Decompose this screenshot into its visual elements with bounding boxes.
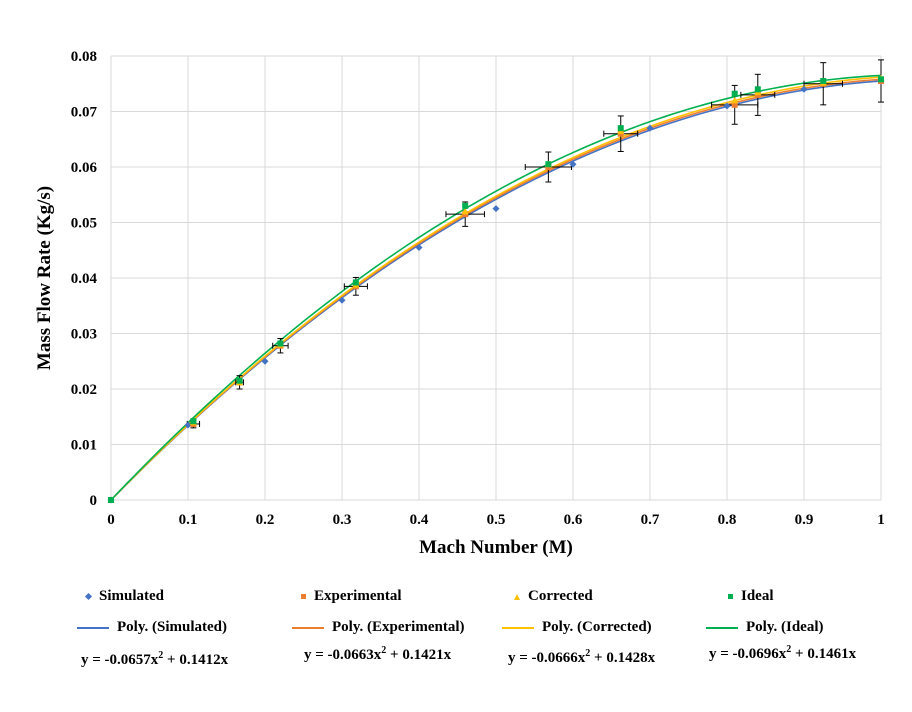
legend-item-experimental: Experimental: [301, 588, 402, 605]
x-tick-label: 0.6: [564, 512, 583, 528]
y-tick-label: 0.06: [71, 160, 98, 176]
legend-line-poly-ideal: [706, 626, 738, 629]
equation-ideal-post: + 0.1461x: [791, 646, 857, 662]
equation-corrected: y = -0.0666x2 + 0.1428x: [508, 648, 655, 667]
point-simulated: [569, 160, 577, 168]
point-ideal: [277, 340, 284, 347]
legend-item-corrected: Corrected: [514, 588, 593, 605]
legend-item-ideal: Ideal: [728, 588, 774, 605]
point-corrected: [731, 96, 739, 104]
legend-item-poly-simulated: Poly. (Simulated): [77, 619, 227, 636]
legend-label-experimental: Experimental: [314, 588, 402, 604]
point-simulated: [723, 102, 731, 110]
y-axis-title: Mass Flow Rate (Kg/s): [34, 186, 55, 370]
point-ideal: [108, 497, 114, 503]
x-axis-title: Mach Number (M): [419, 537, 573, 558]
x-tick-label: 0.2: [256, 512, 275, 528]
legend-item-poly-experimental: Poly. (Experimental): [292, 619, 464, 636]
equation-experimental-post: + 0.1421x: [386, 647, 452, 663]
point-simulated: [800, 85, 808, 93]
point-ideal: [754, 86, 761, 93]
x-tick-label: 1: [877, 512, 885, 528]
equation-experimental: y = -0.0663x2 + 0.1421x: [304, 645, 451, 664]
x-tick-label: 0.1: [179, 512, 198, 528]
point-ideal: [352, 279, 359, 286]
point-ideal: [236, 377, 243, 384]
legend-label-poly-simulated: Poly. (Simulated): [117, 619, 228, 635]
equation-experimental-exponent: 2: [381, 645, 387, 656]
equation-corrected-exponent: 2: [585, 648, 591, 659]
legend-label-ideal: Ideal: [741, 588, 774, 604]
x-tick-label: 0.4: [410, 512, 429, 528]
legend-marker-corrected: [514, 593, 520, 600]
equation-experimental-pre: y = -0.0663x: [304, 647, 382, 663]
x-tick-label: 0.8: [718, 512, 737, 528]
legend-item-poly-ideal: Poly. (Ideal): [706, 619, 824, 636]
legend-line-poly-experimental: [292, 626, 324, 629]
legend-line-poly-simulated: [77, 626, 109, 629]
point-ideal: [190, 418, 197, 425]
equation-simulated: y = -0.0657x2 + 0.1412x: [81, 650, 228, 669]
legend-item-simulated: Simulated: [84, 588, 165, 605]
x-tick-label: 0.5: [487, 512, 506, 528]
legend-label-corrected: Corrected: [528, 588, 593, 604]
x-tick-label: 0.7: [641, 512, 660, 528]
equation-simulated-post: + 0.1412x: [163, 652, 229, 668]
y-tick-label: 0.07: [71, 105, 98, 121]
point-simulated: [261, 357, 269, 365]
y-tick-label: 0.02: [71, 382, 97, 398]
point-ideal: [820, 77, 827, 84]
y-tick-label: 0.03: [71, 327, 97, 343]
point-simulated: [492, 205, 500, 213]
point-ideal: [462, 202, 469, 209]
legend-label-poly-ideal: Poly. (Ideal): [746, 619, 824, 635]
equation-ideal: y = -0.0696x2 + 0.1461x: [709, 644, 856, 663]
x-tick-label: 0.9: [795, 512, 814, 528]
y-tick-label: 0.08: [71, 49, 97, 65]
point-corrected: [461, 207, 469, 215]
equation-corrected-post: + 0.1428x: [590, 650, 656, 666]
y-tick-label: 0: [90, 493, 98, 509]
legend-line-poly-corrected: [502, 626, 534, 629]
y-tick-label: 0.05: [71, 216, 97, 232]
legend-label-poly-experimental: Poly. (Experimental): [332, 619, 465, 635]
y-tick-label: 0.04: [71, 271, 98, 287]
legend-label-poly-corrected: Poly. (Corrected): [542, 619, 652, 635]
point-simulated: [415, 243, 423, 251]
equation-simulated-exponent: 2: [158, 650, 164, 661]
legend-marker-simulated: [84, 593, 93, 601]
equation-simulated-pre: y = -0.0657x: [81, 652, 159, 668]
y-tick-label: 0.01: [71, 438, 97, 454]
legend-item-poly-corrected: Poly. (Corrected): [502, 619, 652, 636]
equation-corrected-pre: y = -0.0666x: [508, 650, 586, 666]
legend-label-simulated: Simulated: [99, 588, 165, 604]
point-simulated: [646, 124, 654, 132]
legend-marker-experimental: [301, 594, 306, 600]
point-ideal: [617, 125, 624, 132]
point-ideal: [878, 76, 884, 83]
equation-ideal-pre: y = -0.0696x: [709, 646, 787, 662]
x-tick-label: 0: [107, 512, 115, 528]
x-tick-label: 0.3: [333, 512, 352, 528]
point-simulated: [338, 296, 346, 304]
equation-ideal-exponent: 2: [786, 644, 792, 655]
point-ideal: [731, 90, 738, 97]
point-experimental: [731, 101, 738, 108]
point-simulated: [184, 421, 192, 429]
point-ideal: [545, 161, 552, 168]
legend-marker-ideal: [728, 594, 733, 600]
